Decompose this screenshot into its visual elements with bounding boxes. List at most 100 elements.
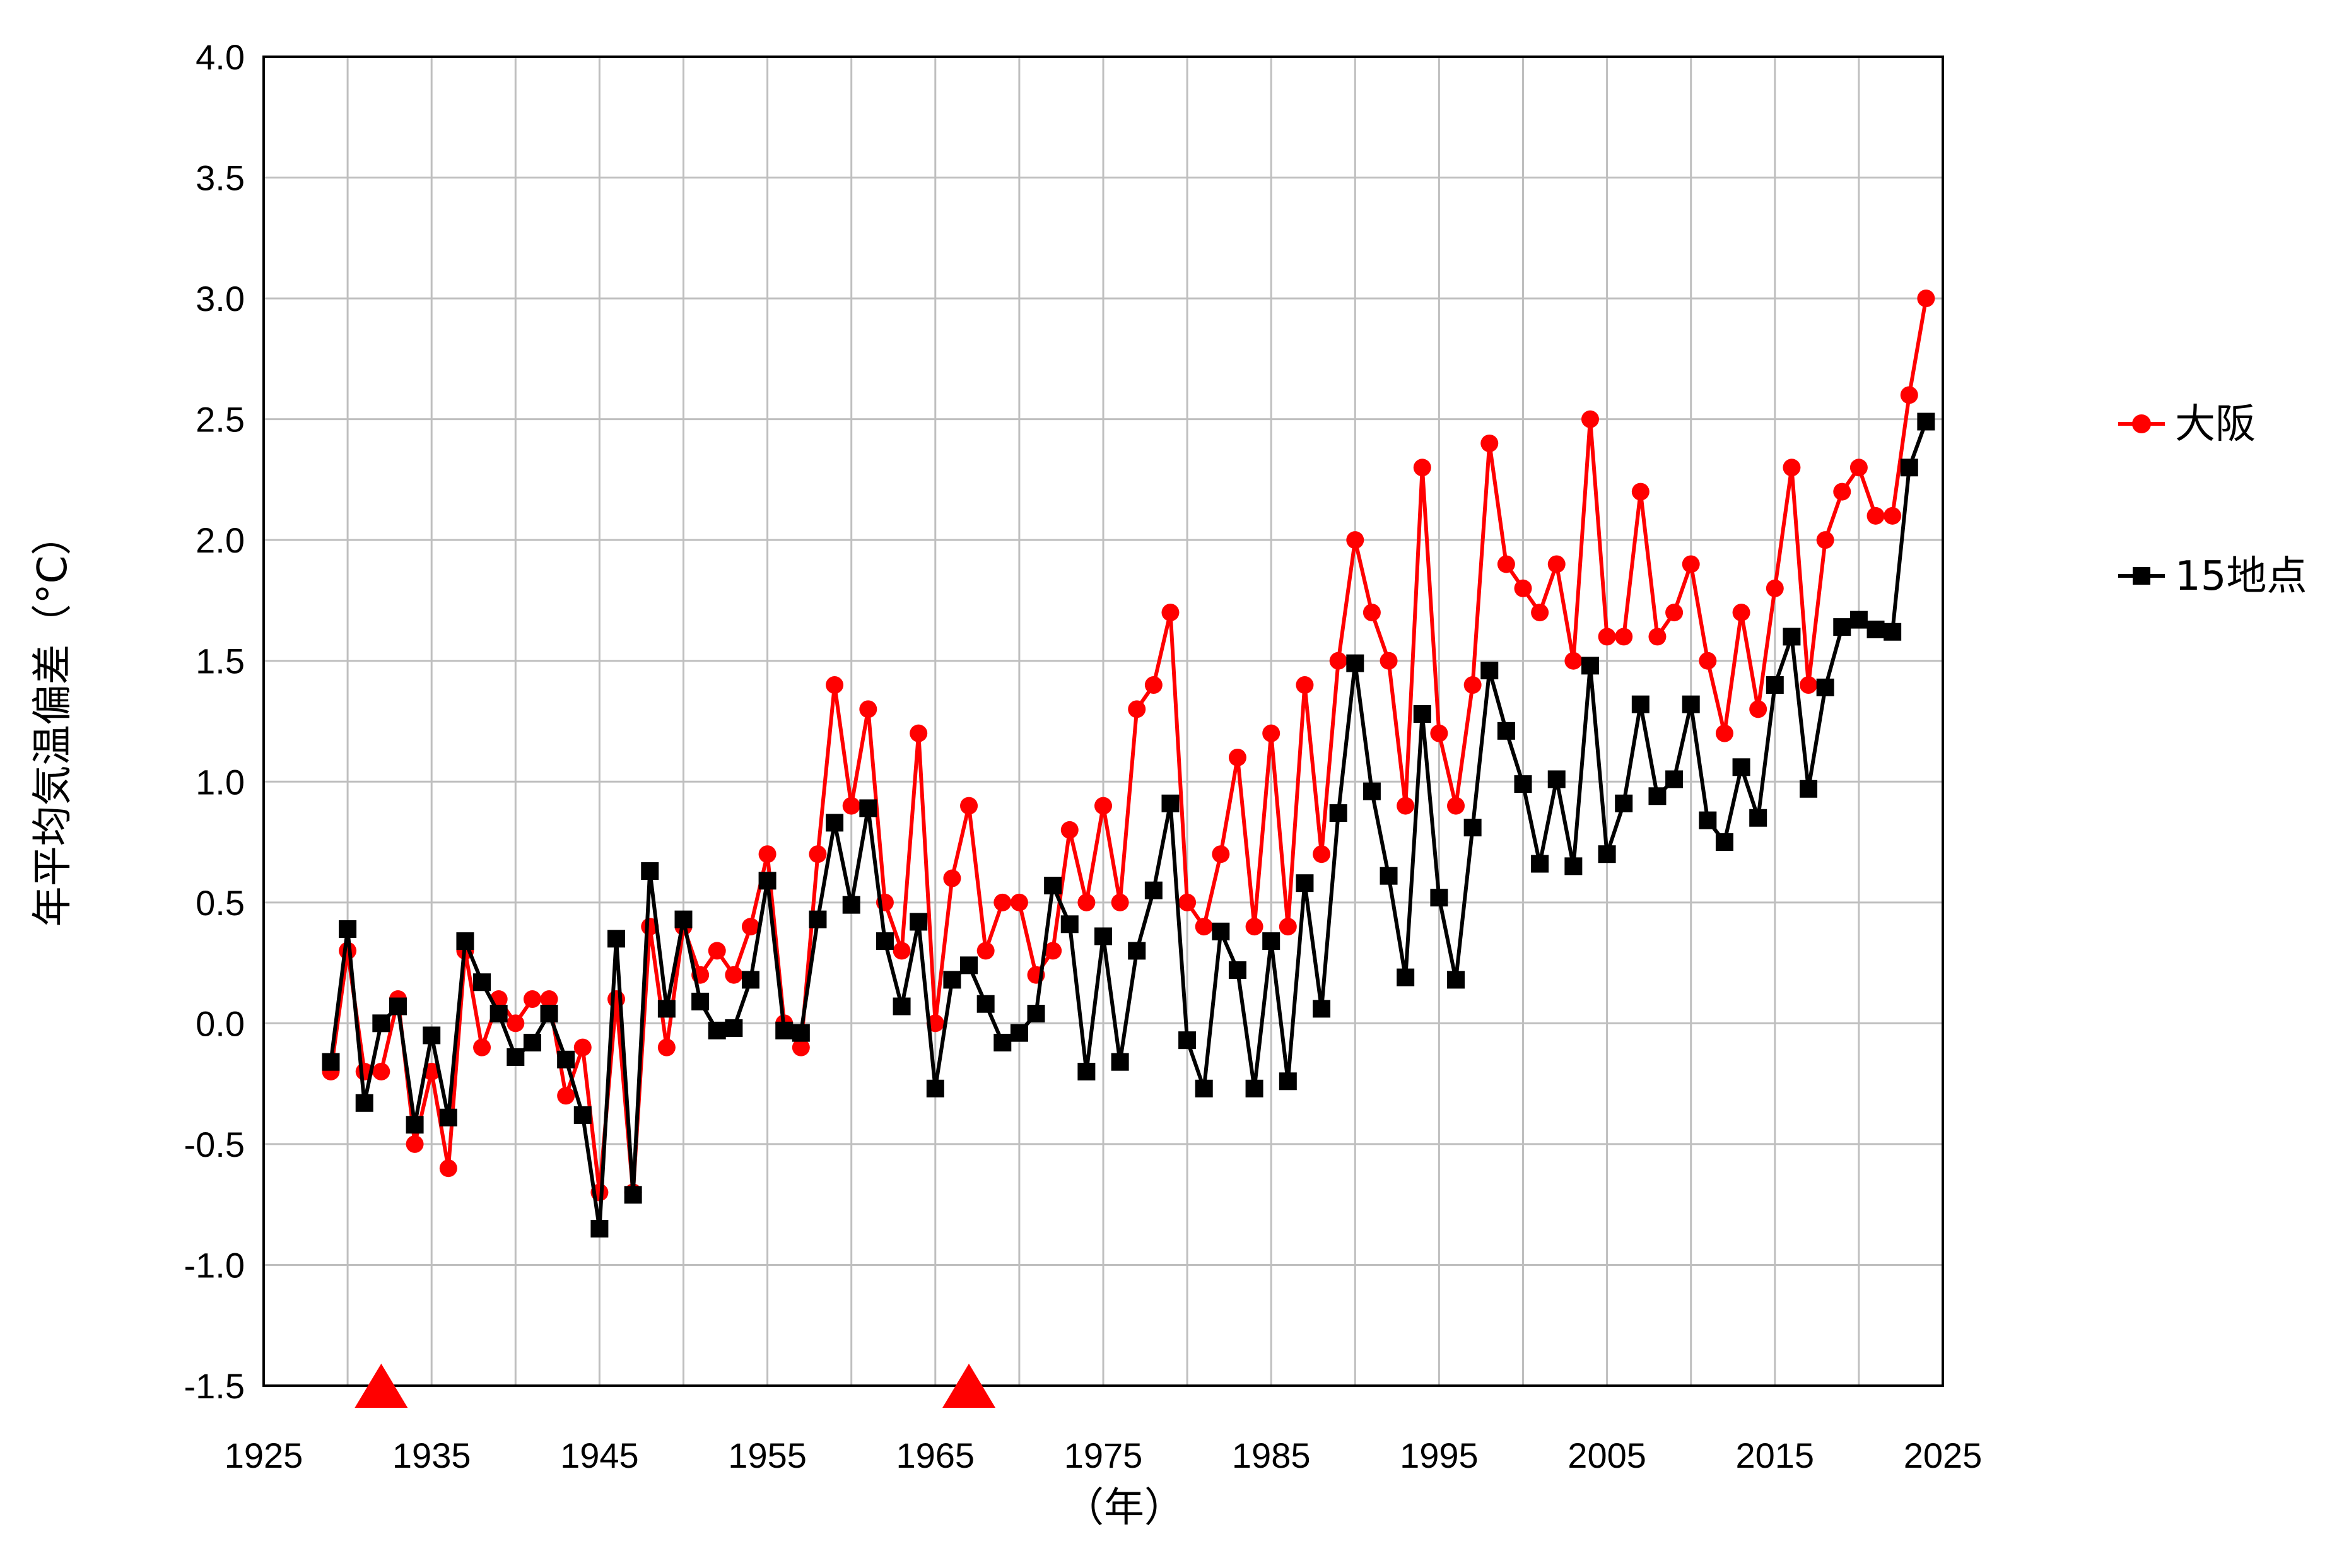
data-point: [1884, 506, 1902, 525]
data-point: [1581, 410, 1599, 428]
data-point: [960, 956, 978, 974]
data-point: [1161, 604, 1180, 622]
data-point: [809, 910, 827, 928]
grid-lines: [264, 57, 1943, 1386]
y-tick-label: -1.5: [184, 1366, 245, 1406]
data-point: [1463, 676, 1482, 694]
data-point: [1128, 942, 1146, 960]
data-point: [1581, 657, 1599, 675]
data-point: [1027, 1005, 1045, 1023]
data-point: [1849, 611, 1868, 629]
data-point: [473, 1038, 491, 1056]
data-point: [523, 1034, 541, 1052]
data-point: [322, 1053, 340, 1071]
data-point: [725, 1019, 743, 1038]
plot-area: [262, 56, 1944, 1387]
data-point: [725, 966, 743, 984]
data-point: [1866, 620, 1885, 638]
x-tick-label: 2005: [1568, 1436, 1646, 1475]
legend: 大阪 15地点: [2118, 401, 2307, 600]
y-tick-label: 1.0: [196, 762, 245, 802]
data-point: [1699, 811, 1717, 829]
data-point: [741, 918, 759, 936]
data-point: [473, 973, 491, 992]
data-point: [792, 1038, 810, 1056]
data-point: [1665, 604, 1684, 622]
data-point: [489, 1005, 508, 1023]
series-15-stations: [322, 412, 1935, 1237]
data-point: [1362, 782, 1381, 800]
data-point: [1279, 1072, 1297, 1091]
data-point: [406, 1116, 424, 1134]
data-point: [1144, 881, 1163, 899]
data-point: [1732, 604, 1750, 622]
data-point: [826, 814, 844, 832]
data-point: [1497, 722, 1515, 740]
data-point: [1866, 506, 1885, 525]
data-point: [1430, 889, 1448, 907]
data-point: [1447, 971, 1465, 989]
data-point: [523, 990, 541, 1009]
data-point: [1228, 748, 1246, 766]
data-point: [507, 1048, 525, 1066]
data-point: [1044, 942, 1062, 960]
data-point: [339, 920, 357, 938]
data-point: [960, 797, 978, 815]
legend-osaka-marker-icon: [2132, 414, 2151, 433]
data-point: [1077, 893, 1096, 911]
data-point: [809, 845, 827, 863]
data-point: [1816, 678, 1834, 696]
data-point: [372, 1014, 390, 1033]
data-point: [691, 992, 710, 1010]
y-tick-label: 4.0: [196, 37, 245, 77]
y-axis-label: 年平均気温偏差（°C）: [30, 515, 76, 927]
data-point: [1631, 695, 1650, 713]
data-point: [1800, 780, 1818, 798]
data-point: [1380, 867, 1398, 885]
data-point: [1900, 386, 1918, 404]
legend-item-15-stations[interactable]: 15地点: [2118, 553, 2307, 600]
data-point: [910, 913, 928, 931]
legend-item-osaka[interactable]: 大阪: [2118, 401, 2256, 448]
data-point: [758, 872, 776, 890]
x-tick-label: 2015: [1736, 1436, 1815, 1475]
data-point: [1413, 459, 1431, 477]
data-point: [1800, 676, 1818, 694]
data-point: [1531, 855, 1549, 873]
data-point: [1245, 1079, 1263, 1097]
data-point: [1144, 676, 1163, 694]
data-point: [1615, 794, 1633, 812]
data-point: [1296, 874, 1314, 892]
data-point: [1346, 654, 1364, 672]
data-point: [1480, 434, 1499, 452]
x-tick-label: 1995: [1400, 1436, 1479, 1475]
data-point: [1665, 770, 1684, 788]
data-point: [1783, 459, 1801, 477]
data-point: [1598, 628, 1616, 646]
data-point: [1228, 961, 1246, 980]
data-point: [1178, 1031, 1197, 1050]
x-tick-label: 1925: [225, 1436, 303, 1475]
data-point: [1547, 555, 1566, 573]
data-point: [1077, 1062, 1096, 1080]
data-point: [758, 845, 776, 863]
y-tick-label: 1.5: [196, 641, 245, 681]
data-point: [1816, 531, 1834, 549]
legend-15-stations-label: 15地点: [2175, 553, 2307, 600]
data-point: [1564, 857, 1583, 875]
y-tick-label: -1.0: [184, 1245, 245, 1285]
data-point: [926, 1079, 944, 1097]
x-tick-label: 1945: [560, 1436, 639, 1475]
data-point: [1212, 845, 1230, 863]
x-tick-label: 2025: [1904, 1436, 1983, 1475]
data-point: [893, 997, 911, 1015]
data-point: [1917, 290, 1935, 308]
data-point: [1313, 1000, 1331, 1018]
data-point: [1514, 775, 1532, 793]
y-tick-label: 2.5: [196, 400, 245, 440]
data-point: [1682, 555, 1700, 573]
axis-triangle-markers: [355, 1364, 996, 1408]
data-point: [1329, 804, 1347, 822]
data-point: [1497, 555, 1515, 573]
data-point: [1715, 724, 1733, 742]
